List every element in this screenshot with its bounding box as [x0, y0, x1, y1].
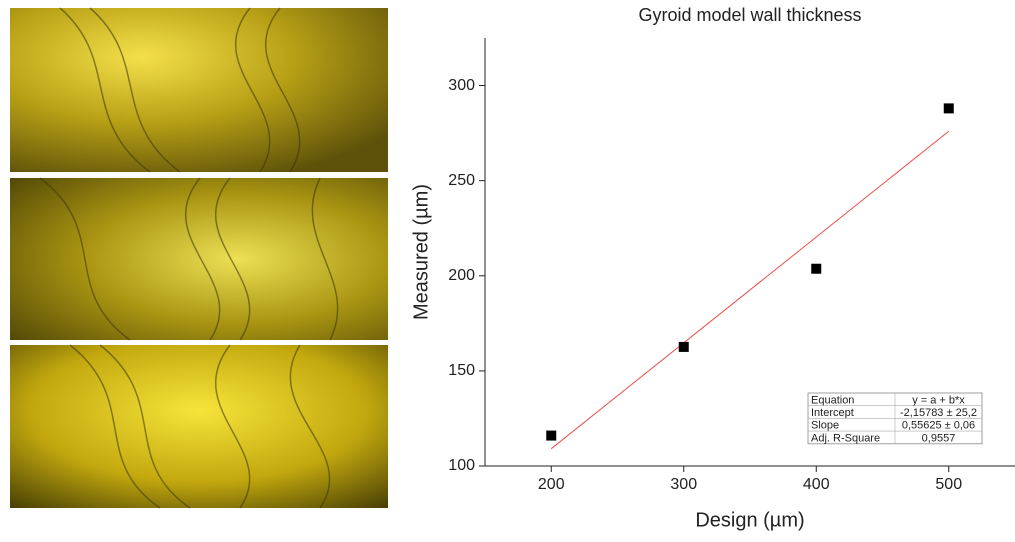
fit-line — [550, 130, 950, 450]
table-cell: -2,15783 ± 25,2 — [900, 407, 977, 419]
point — [678, 341, 689, 352]
table-cell: Equation — [811, 394, 854, 406]
photo — [10, 345, 388, 508]
table-cell: Intercept — [811, 407, 854, 419]
photo-texture — [39, 7, 339, 509]
y-tick-label: 150 — [448, 362, 475, 379]
point — [943, 103, 954, 114]
table-cell: y = a + b*x — [912, 394, 965, 406]
table-cell: Slope — [811, 420, 839, 432]
y-tick-label: 250 — [448, 172, 475, 189]
photo — [10, 178, 388, 340]
photos — [10, 7, 388, 509]
y-axis-label: Measured (µm) — [410, 184, 432, 320]
table-cell: Adj. R-Square — [811, 432, 880, 444]
chart-title: Gyroid model wall thickness — [638, 5, 861, 25]
x-tick-label: 200 — [538, 476, 565, 493]
table-cell: 0,9557 — [922, 432, 956, 444]
y-tick-label: 100 — [448, 457, 475, 474]
y-tick-label: 200 — [448, 267, 475, 284]
x-tick-label: 400 — [803, 476, 830, 493]
photo — [10, 8, 388, 172]
point — [546, 430, 557, 441]
x-tick-label: 300 — [670, 476, 697, 493]
table-cell: 0,55625 ± 0,06 — [902, 420, 975, 432]
point — [811, 263, 822, 274]
y-tick-label: 300 — [448, 77, 475, 94]
x-axis-label: Design (µm) — [695, 509, 804, 531]
x-tick-label: 500 — [935, 476, 962, 493]
